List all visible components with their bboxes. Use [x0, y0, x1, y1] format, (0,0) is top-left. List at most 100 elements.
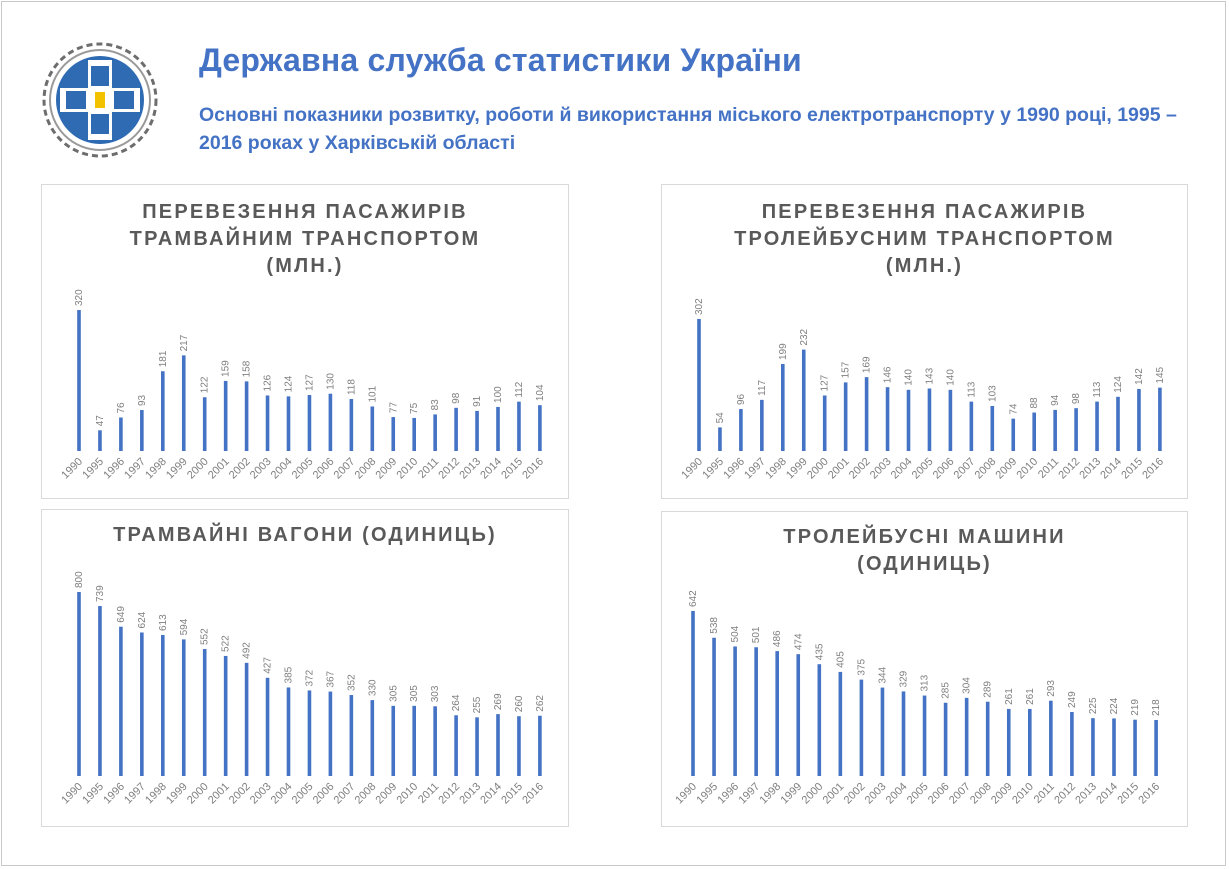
data-label: 385 [284, 666, 295, 683]
data-label: 642 [688, 590, 699, 607]
chart-plot: 302 1990 54 1995 96 1996 117 1997 199 1998 232 1999… [679, 298, 1166, 482]
bar [943, 702, 948, 776]
bar [223, 655, 228, 776]
data-label: 54 [715, 412, 726, 424]
bar [1006, 708, 1011, 776]
bar [496, 714, 500, 776]
bar [265, 677, 270, 776]
x-tick-label: 1996 [101, 781, 127, 807]
data-label: 800 [74, 571, 85, 588]
x-tick-label: 1995 [80, 781, 106, 807]
chart-title-line: ПЕРЕВЕЗЕННЯ ПАСАЖИРІВ [142, 201, 468, 223]
x-tick-label: 2008 [968, 781, 994, 807]
data-label: 352 [346, 674, 357, 691]
page-subtitle: Основні показники розвитку, роботи й вик… [199, 104, 1177, 154]
data-label: 122 [200, 376, 211, 393]
bar [760, 399, 764, 451]
data-label: 181 [158, 350, 169, 367]
data-label: 126 [263, 374, 274, 391]
x-tick-label: 2001 [826, 456, 852, 482]
bar [901, 691, 906, 776]
data-label: 474 [793, 633, 804, 650]
x-tick-label: 2003 [248, 456, 274, 482]
data-label: 118 [346, 379, 357, 395]
bar [712, 637, 716, 776]
data-label: 232 [799, 328, 810, 345]
bar [181, 355, 186, 451]
bar [775, 651, 779, 776]
bar [1158, 387, 1162, 451]
bar [1133, 719, 1137, 776]
data-label: 113 [966, 381, 977, 397]
x-tick-label: 2010 [395, 781, 421, 807]
bar [697, 319, 701, 451]
bar [517, 401, 521, 451]
data-label: 219 [1130, 699, 1141, 716]
x-tick-label: 2014 [1098, 456, 1124, 482]
data-label: 302 [694, 298, 705, 315]
bar [77, 592, 81, 776]
data-label: 117 [757, 379, 768, 395]
x-tick-label: 1996 [101, 456, 127, 482]
x-tick-label: 2005 [910, 456, 936, 482]
x-tick-label: 2003 [863, 781, 889, 807]
bar [796, 654, 801, 776]
x-tick-label: 2013 [457, 456, 483, 482]
data-label: 435 [814, 643, 825, 660]
bar [349, 399, 354, 451]
bar [412, 417, 416, 451]
x-tick-label: 2007 [332, 781, 358, 807]
data-label: 75 [409, 402, 420, 414]
data-label: 88 [1029, 397, 1040, 409]
bar [885, 387, 890, 451]
data-label: 305 [388, 685, 399, 702]
bar [286, 396, 291, 451]
x-tick-label: 2006 [931, 456, 957, 482]
bar [927, 388, 932, 451]
data-label: 140 [945, 369, 956, 386]
data-label: 101 [367, 385, 378, 402]
x-tick-label: 2012 [436, 456, 462, 482]
data-label: 157 [841, 361, 852, 378]
bar [739, 409, 743, 451]
bar [454, 715, 458, 776]
x-tick-label: 1997 [742, 456, 768, 482]
data-label: 501 [751, 626, 762, 643]
data-label: 269 [493, 693, 504, 710]
data-label: 303 [430, 685, 441, 702]
x-tick-label: 2012 [436, 781, 462, 807]
data-label: 113 [1092, 381, 1103, 397]
data-label: 145 [1155, 366, 1166, 383]
x-tick-label: 2003 [248, 781, 274, 807]
x-tick-label: 2014 [478, 781, 504, 807]
x-tick-label: 2012 [1056, 456, 1082, 482]
x-tick-label: 2016 [1136, 781, 1162, 807]
x-tick-label: 1995 [700, 456, 726, 482]
chart-title-line: (МЛН.) [266, 255, 344, 277]
chart-plot: 320 1990 47 1995 76 1996 93 1997 181 1998 217 1999 1… [59, 289, 546, 482]
bar [691, 611, 695, 776]
x-tick-label: 2011 [1032, 781, 1057, 806]
data-label: 538 [709, 617, 720, 634]
bar [1074, 408, 1078, 451]
x-tick-label: 2004 [889, 456, 915, 482]
data-label: 305 [409, 685, 420, 702]
data-label: 264 [451, 694, 462, 711]
x-tick-label: 2015 [499, 781, 525, 807]
data-label: 127 [820, 374, 831, 391]
x-tick-label: 2016 [1140, 456, 1166, 482]
bar [880, 687, 885, 776]
data-label: 47 [95, 415, 106, 427]
x-tick-label: 2011 [416, 781, 441, 806]
chart-title-line: ТРОЛЕЙБУСНІ МАШИНИ [783, 526, 1066, 548]
x-tick-label: 2010 [395, 456, 421, 482]
data-label: 552 [200, 628, 211, 645]
bar [98, 606, 102, 776]
data-label: 504 [730, 625, 741, 642]
bar [817, 664, 822, 776]
x-tick-label: 2009 [994, 456, 1020, 482]
chart-title-line: ПЕРЕВЕЗЕННЯ ПАСАЖИРІВ [761, 201, 1088, 223]
x-tick-label: 1995 [694, 781, 720, 807]
chart-plot: 800 1990 739 1995 649 1996 624 1997 613 1998 594 19… [59, 571, 546, 807]
data-label: 313 [920, 674, 931, 691]
